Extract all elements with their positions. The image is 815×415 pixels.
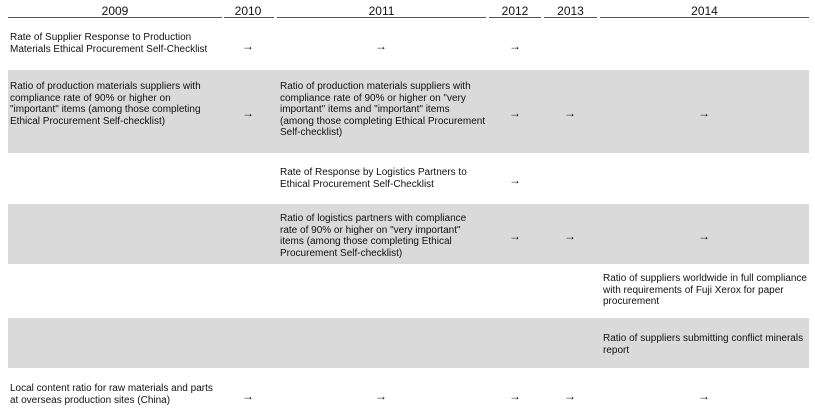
row2-2009-text: Ratio of production materials suppliers … [10,81,201,127]
row2-2014-arrow: → [698,106,710,120]
year-header-2010: 2010 [234,4,262,18]
row7-2009-text: Local content ratio for raw materials an… [10,383,213,406]
row2-2012-arrow: → [509,106,521,120]
row1-2012-arrow: → [509,39,521,53]
row5-2014-text: Ratio of suppliers worldwide in full com… [603,273,807,307]
header-rule-2009 [8,17,222,18]
year-header-2011: 2011 [368,4,395,18]
row2-2013-arrow: → [564,106,576,120]
year-header-2014: 2014 [691,4,718,18]
row2-2011-text: Ratio of production materials suppliers … [280,81,486,138]
year-header-2013: 2013 [557,4,584,18]
header-rule-2014 [600,17,809,18]
header-rule-2012 [489,17,541,18]
row2-2010-arrow: → [242,106,254,120]
row-band-4 [8,204,809,264]
header-rule-2011 [277,17,486,18]
row1-2011-arrow: → [375,39,387,53]
row4-2014-arrow: → [698,229,710,243]
row4-2011-text: Ratio of logistics partners with complia… [280,213,467,259]
row4-2012-arrow: → [509,229,521,243]
row7-2012-arrow: → [509,389,521,403]
year-header-2009: 2009 [101,4,129,18]
row7-2014-arrow: → [698,389,710,403]
row-band-2 [8,70,809,153]
header-rule-2013 [544,17,597,18]
row-band-6 [8,318,809,368]
row7-2011-arrow: → [375,389,387,403]
row1-2009-text: Rate of Supplier Response to Production … [10,32,208,55]
row7-2010-arrow: → [242,389,254,403]
row7-2013-arrow: → [564,389,576,403]
row4-2013-arrow: → [564,229,576,243]
row3-2011-text: Rate of Response by Logistics Partners t… [280,167,467,190]
header-rule-2010 [224,17,274,18]
year-header-2012: 2012 [501,4,529,18]
row1-2010-arrow: → [242,39,254,53]
row6-2014-text: Ratio of suppliers submitting conflict m… [603,333,804,356]
row3-2012-arrow: → [509,173,521,187]
